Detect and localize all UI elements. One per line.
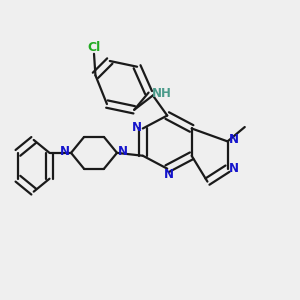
Text: N: N <box>229 134 239 146</box>
Text: N: N <box>164 168 174 181</box>
Text: N: N <box>131 121 142 134</box>
Text: N: N <box>60 145 70 158</box>
Text: NH: NH <box>152 87 172 100</box>
Text: N: N <box>118 145 128 158</box>
Text: Cl: Cl <box>87 41 101 54</box>
Text: N: N <box>229 162 239 175</box>
